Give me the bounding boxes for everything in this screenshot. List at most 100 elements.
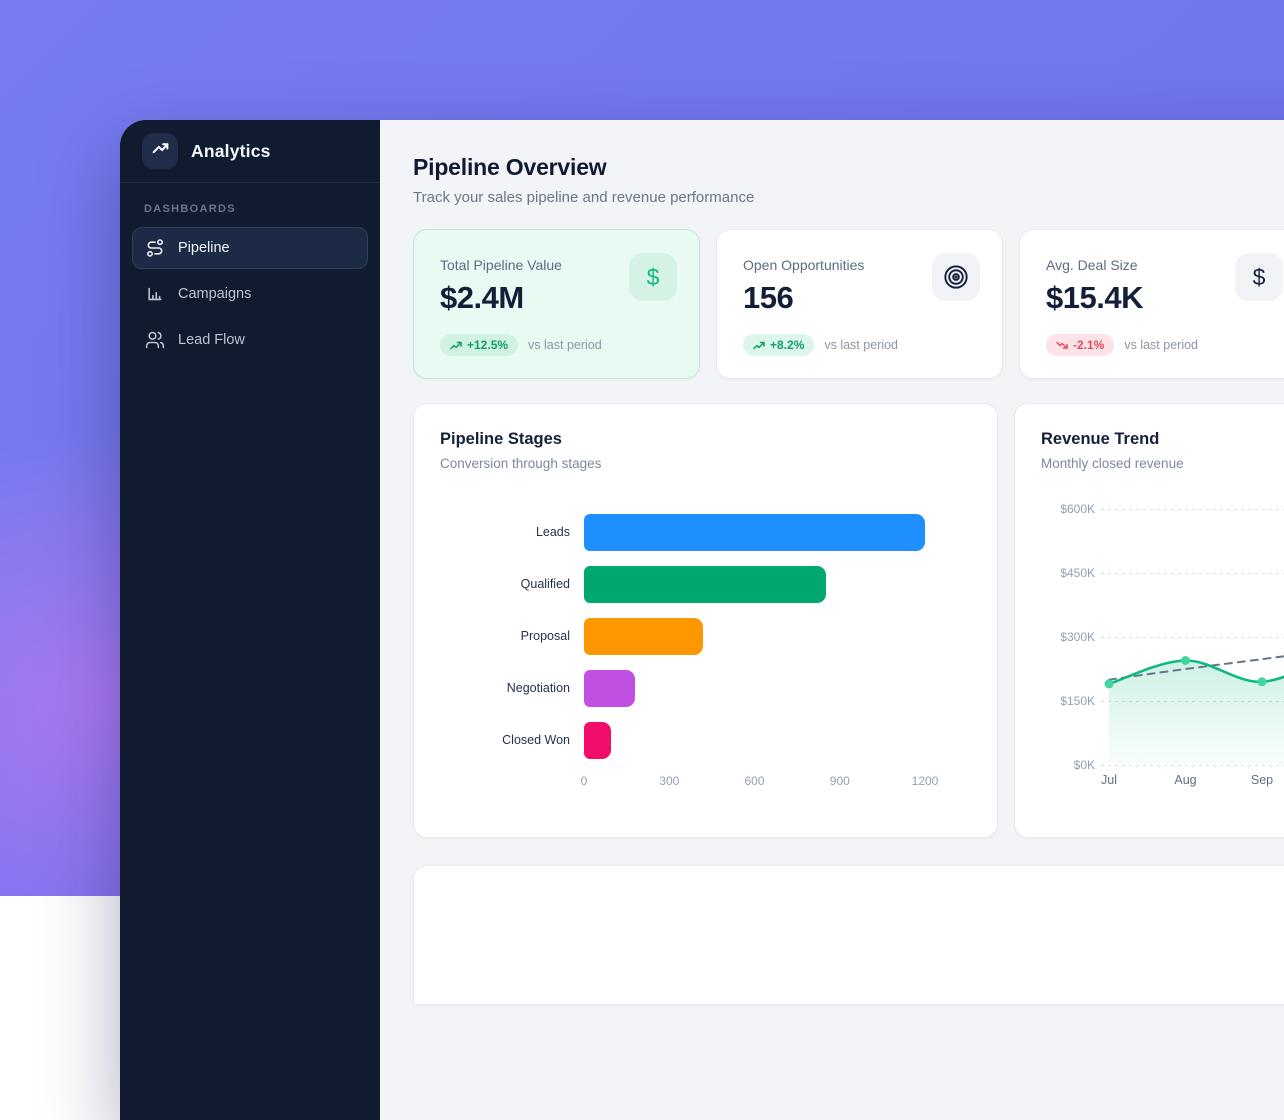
bar-row-negotiation: Negotiation bbox=[440, 670, 971, 707]
sidebar-item-pipeline[interactable]: Pipeline bbox=[132, 227, 368, 269]
kpi-label: Total Pipeline Value bbox=[440, 257, 562, 273]
sidebar-nav: DASHBOARDS Pipeline Campaigns Lead Flow bbox=[120, 183, 380, 385]
sidebar-item-lead-flow[interactable]: Lead Flow bbox=[132, 319, 368, 361]
kpi-delta-badge: +8.2% bbox=[743, 334, 815, 356]
charts-row: Pipeline Stages Conversion through stage… bbox=[413, 403, 1284, 838]
pipeline-stages-card: Pipeline Stages Conversion through stage… bbox=[413, 403, 998, 838]
bar-leads bbox=[584, 514, 925, 551]
kpi-compare-label: vs last period bbox=[824, 338, 899, 352]
bar-label: Leads bbox=[535, 524, 570, 539]
x-tick: 900 bbox=[829, 774, 850, 788]
y-tick: $150K bbox=[1060, 694, 1095, 708]
y-tick: $300K bbox=[1060, 630, 1095, 644]
revenue-trend-subtitle: Monthly closed revenue bbox=[1041, 456, 1184, 471]
bar-label: Closed Won bbox=[502, 732, 570, 747]
bar-label: Proposal bbox=[520, 628, 570, 643]
trend-up-icon bbox=[753, 341, 765, 349]
sidebar-item-label: Pipeline bbox=[178, 240, 230, 256]
main-content: Pipeline Overview Track your sales pipel… bbox=[380, 120, 1284, 1120]
x-tick-month: Aug bbox=[1174, 773, 1197, 787]
kpi-card-avg-deal-size: Avg. Deal Size $15.4K -2.1% vs last period $ bbox=[1019, 229, 1284, 379]
kpi-compare-label: vs last period bbox=[528, 338, 602, 352]
bar-label: Negotiation bbox=[506, 680, 570, 695]
revenue-area-fill bbox=[1109, 660, 1284, 765]
kpi-delta-badge: +12.5% bbox=[440, 334, 519, 356]
line-plot-area: Jul Aug Sep bbox=[1101, 509, 1284, 795]
kpi-icon-tile: $ bbox=[1235, 253, 1283, 301]
x-axis-labels: Jul Aug Sep bbox=[1101, 773, 1284, 795]
kpi-label: Avg. Deal Size bbox=[1046, 257, 1138, 273]
brand-title: Analytics bbox=[191, 140, 271, 161]
sidebar-item-label: Campaigns bbox=[178, 286, 252, 302]
revenue-point-aug bbox=[1181, 656, 1190, 665]
kpi-footer: +12.5% vs last period bbox=[440, 334, 673, 356]
sidebar-item-label: Lead Flow bbox=[178, 332, 245, 348]
x-tick: 600 bbox=[744, 774, 765, 788]
kpi-card-open-opportunities: Open Opportunities 156 +8.2% vs last period bbox=[716, 229, 1003, 379]
route-icon bbox=[147, 239, 163, 257]
revenue-trend-line-chart: $600K $450K $300K $150K $0K Jul Aug Sep bbox=[1041, 502, 1284, 795]
kpi-delta-value: -2.1% bbox=[1073, 338, 1105, 352]
revenue-trend-card: Revenue Trend Monthly closed revenue $60… bbox=[1014, 403, 1284, 838]
trend-dashed-line bbox=[1108, 655, 1284, 681]
bar-label: Qualified bbox=[520, 576, 570, 591]
page-title: Pipeline Overview bbox=[413, 154, 607, 180]
kpi-row: Total Pipeline Value $2.4M +12.5% vs last p… bbox=[413, 229, 1284, 379]
users-icon bbox=[145, 331, 165, 349]
dollar-icon: $ bbox=[646, 263, 660, 290]
kpi-delta-badge: -2.1% bbox=[1046, 334, 1115, 356]
y-tick: $450K bbox=[1060, 566, 1095, 580]
x-tick-month: Jul bbox=[1101, 773, 1117, 787]
bar-row-leads: Leads bbox=[440, 514, 971, 551]
y-axis-labels: $600K $450K $300K $150K $0K bbox=[1041, 502, 1101, 772]
x-tick: 1200 bbox=[911, 774, 939, 788]
revenue-point-jul bbox=[1104, 679, 1114, 689]
kpi-label: Open Opportunities bbox=[743, 257, 865, 273]
bar-negotiation bbox=[584, 670, 636, 707]
kpi-value: $2.4M bbox=[440, 280, 524, 315]
bar-qualified bbox=[584, 566, 826, 603]
trend-up-icon bbox=[450, 341, 462, 349]
revenue-line bbox=[1107, 659, 1284, 686]
pipeline-stages-title: Pipeline Stages bbox=[440, 430, 562, 448]
analytics-logo bbox=[142, 133, 178, 169]
kpi-value: $15.4K bbox=[1046, 280, 1143, 315]
kpi-footer: +8.2% vs last period bbox=[743, 334, 976, 356]
revenue-trend-title: Revenue Trend bbox=[1041, 430, 1160, 448]
kpi-icon-tile bbox=[932, 253, 980, 301]
x-tick: 300 bbox=[659, 774, 680, 788]
x-tick-month: Sep bbox=[1250, 773, 1274, 787]
sidebar-item-campaigns[interactable]: Campaigns bbox=[132, 273, 368, 315]
bar-row-qualified: Qualified bbox=[440, 566, 971, 603]
trending-up-icon bbox=[151, 139, 170, 163]
bar-x-axis: 0 300 600 900 1200 bbox=[580, 774, 971, 792]
kpi-delta-value: +12.5% bbox=[467, 338, 509, 352]
kpi-card-total-pipeline-value: Total Pipeline Value $2.4M +12.5% vs last p… bbox=[413, 229, 700, 379]
bottom-card-partial bbox=[413, 865, 1284, 1005]
x-tick: 0 bbox=[580, 774, 588, 788]
nav-list: Pipeline Campaigns Lead Flow bbox=[132, 227, 368, 361]
revenue-point-sep bbox=[1257, 677, 1267, 687]
sidebar-header: Analytics bbox=[120, 120, 380, 183]
bar-proposal bbox=[584, 618, 704, 655]
page-subtitle: Track your sales pipeline and revenue pe… bbox=[413, 189, 755, 206]
line-plot-svg bbox=[1101, 509, 1284, 766]
bar-row-closed-won: Closed Won bbox=[440, 722, 971, 759]
pipeline-stages-bar-chart: Leads Qualified Proposal Negotiation Closed … bbox=[440, 514, 971, 792]
dollar-icon: $ bbox=[1252, 263, 1266, 290]
page-header: Pipeline Overview Track your sales pipel… bbox=[413, 154, 1284, 206]
kpi-value: 156 bbox=[743, 280, 794, 315]
pipeline-stages-subtitle: Conversion through stages bbox=[440, 456, 602, 471]
kpi-compare-label: vs last period bbox=[1124, 338, 1199, 352]
kpi-delta-value: +8.2% bbox=[770, 338, 805, 352]
bar-chart-icon bbox=[148, 287, 162, 301]
sidebar: Analytics DASHBOARDS Pipeline Campaigns Le… bbox=[120, 120, 380, 1120]
y-tick: $0K bbox=[1073, 758, 1095, 772]
y-tick: $600K bbox=[1060, 502, 1095, 516]
target-icon bbox=[944, 265, 968, 289]
app-window: Analytics DASHBOARDS Pipeline Campaigns Le… bbox=[120, 120, 1284, 1120]
nav-section-label: DASHBOARDS bbox=[144, 203, 236, 215]
trend-down-icon bbox=[1056, 341, 1068, 349]
bar-row-proposal: Proposal bbox=[440, 618, 971, 655]
kpi-icon-tile: $ bbox=[629, 253, 677, 301]
